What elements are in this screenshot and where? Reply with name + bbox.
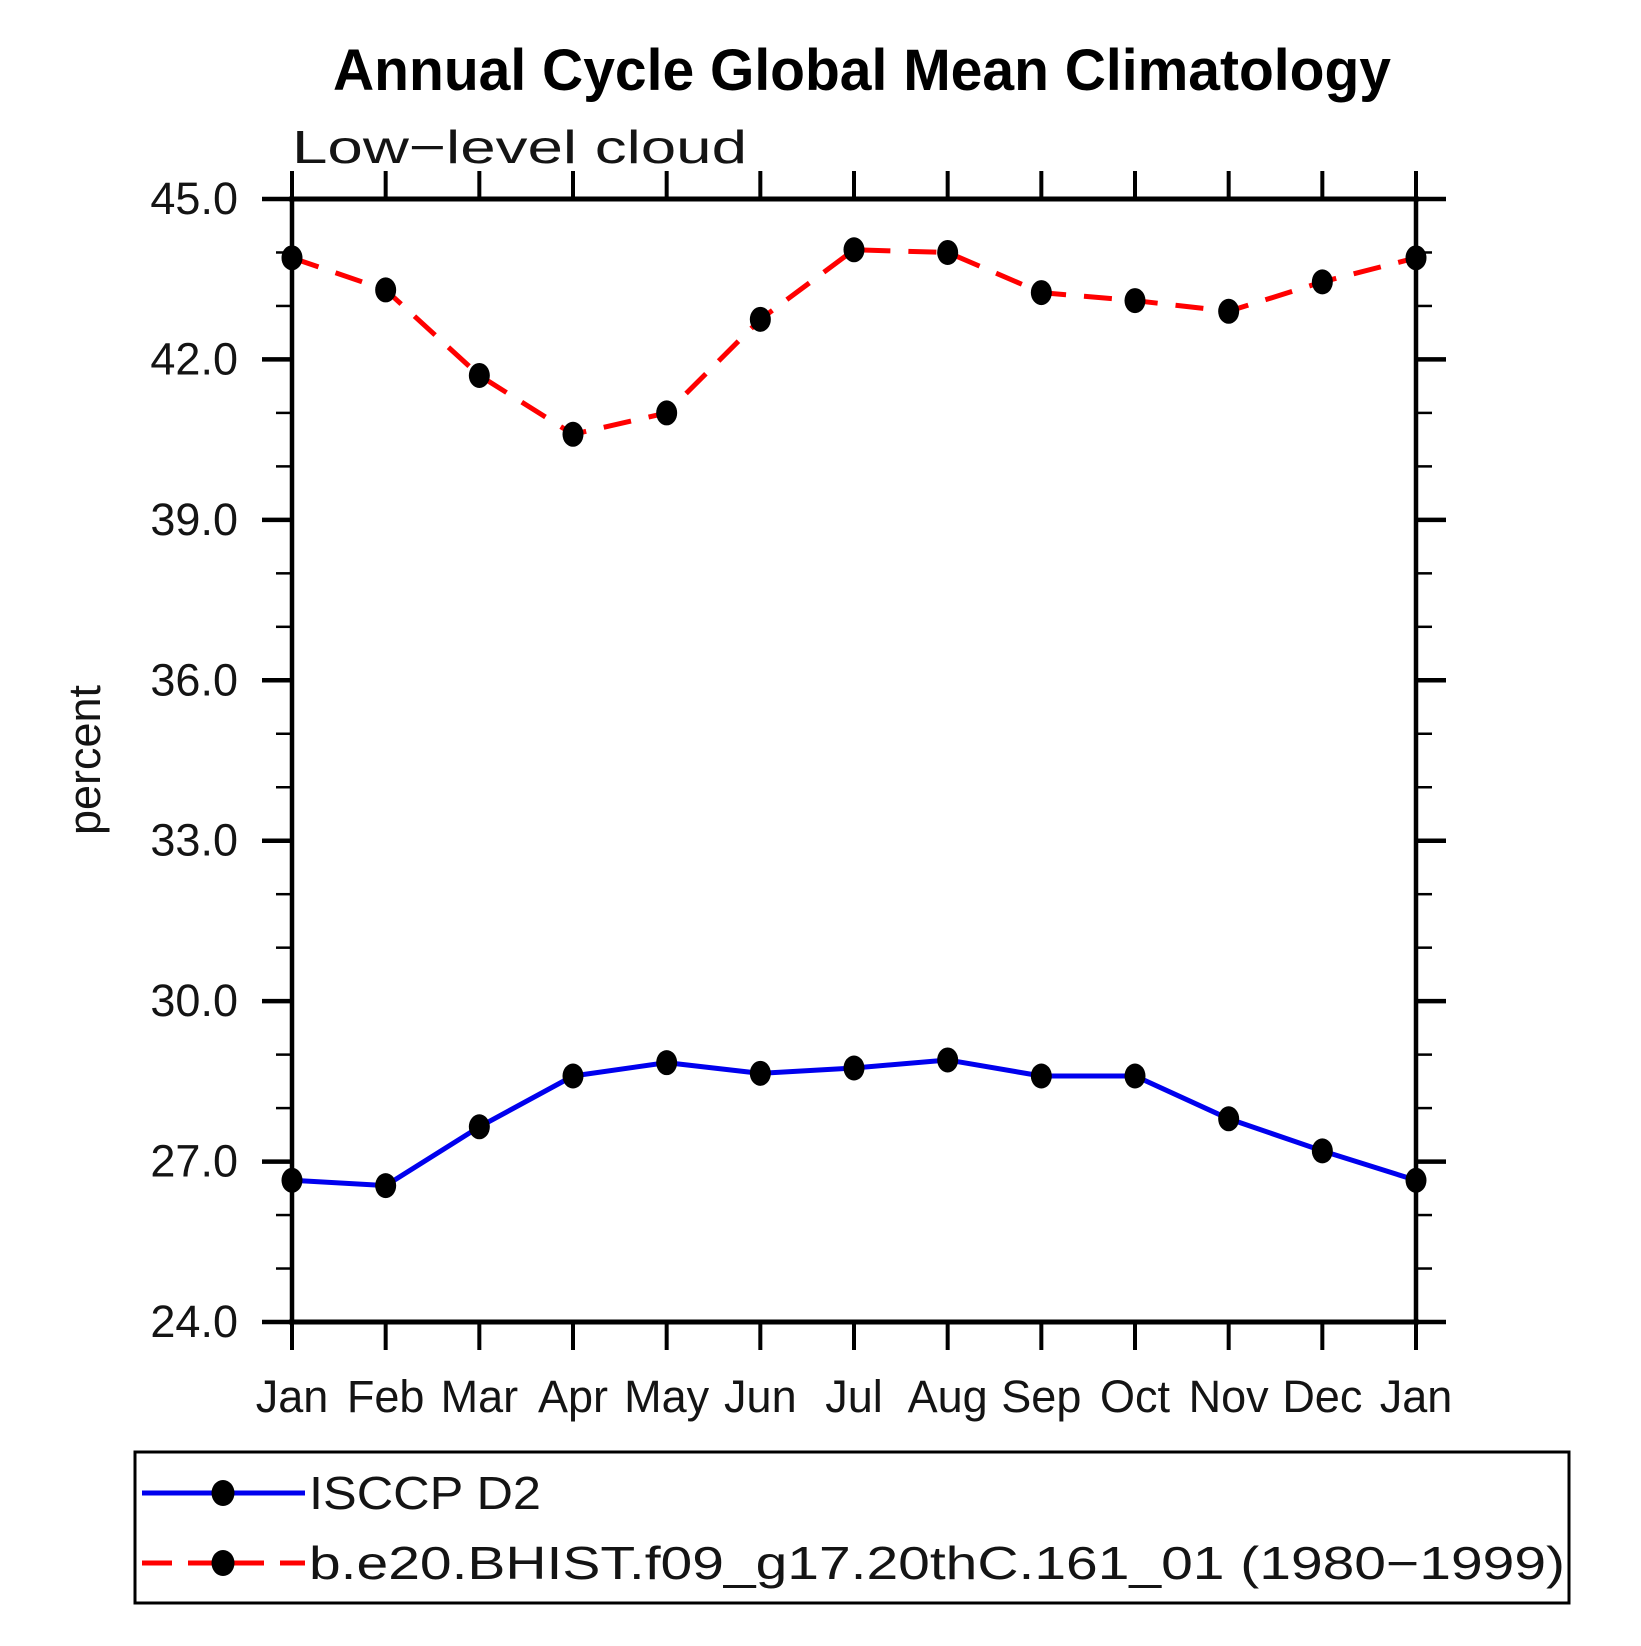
data-point [1124, 1063, 1146, 1089]
legend-label-0: ISCCP D2 [309, 1467, 541, 1519]
data-point [843, 1055, 865, 1081]
x-tick-label: Oct [1100, 1371, 1171, 1422]
y-axis-title: percent [59, 684, 110, 835]
y-tick-label: 27.0 [150, 1136, 238, 1187]
data-point [1311, 269, 1333, 295]
legend-label-1: b.e20.BHIST.f09_g17.20thC.161_01 (1980−1… [309, 1537, 1565, 1589]
data-point [656, 1050, 678, 1076]
data-point [562, 1063, 584, 1089]
x-tick-label: Mar [441, 1371, 519, 1422]
chart-title: Annual Cycle Global Mean Climatology [333, 38, 1391, 103]
data-point [375, 277, 397, 303]
data-point [937, 1047, 959, 1073]
y-tick-label: 39.0 [150, 494, 238, 545]
y-tick-label: 45.0 [150, 173, 238, 224]
data-point [468, 362, 490, 388]
x-tick-label: Jun [724, 1371, 797, 1422]
y-tick-label: 30.0 [150, 975, 238, 1026]
chart-subtitle: Low−level cloud [292, 121, 747, 173]
data-point [843, 237, 865, 263]
x-tick-label: Jan [1380, 1371, 1453, 1422]
data-point [937, 239, 959, 265]
data-point [749, 1060, 771, 1086]
data-point [749, 306, 771, 332]
legend-box: ISCCP D2 b.e20.BHIST.f09_g17.20thC.161_01… [133, 1450, 1571, 1605]
series-line-1 [291, 247, 1417, 437]
y-tick-label: 42.0 [150, 333, 238, 384]
data-point [468, 1114, 490, 1140]
y-tick-label: 24.0 [150, 1296, 238, 1347]
data-point [1124, 288, 1146, 314]
legend-marker-0 [211, 1480, 235, 1506]
x-tick-label: Apr [538, 1371, 608, 1422]
legend-entry-0: ISCCP D2 [142, 1467, 541, 1519]
data-point [1218, 1106, 1240, 1132]
data-point [1405, 245, 1427, 271]
x-tick-label: Jan [256, 1371, 329, 1422]
data-point [1218, 298, 1240, 324]
y-tick-label: 33.0 [150, 815, 238, 866]
data-point [562, 421, 584, 447]
data-point [281, 245, 303, 271]
x-tick-label: Jul [825, 1371, 883, 1422]
y-tick-label: 36.0 [150, 654, 238, 705]
data-point [1311, 1138, 1333, 1164]
x-tick-label: May [624, 1371, 710, 1422]
data-point [1405, 1167, 1427, 1193]
data-point [281, 1167, 303, 1193]
x-tick-label: Sep [1001, 1371, 1081, 1422]
x-tick-label: Dec [1282, 1371, 1362, 1422]
legend-entry-1: b.e20.BHIST.f09_g17.20thC.161_01 (1980−1… [142, 1537, 1565, 1589]
legend-marker-1 [211, 1550, 235, 1576]
legend-border [133, 1450, 1571, 1605]
data-point [375, 1173, 397, 1199]
x-tick-label: Feb [347, 1371, 425, 1422]
axes: 24.0 27.0 30.0 33.0 36.0 39.0 42.0 45.0 Jan Feb Ma… [150, 171, 1452, 1422]
series-layer [281, 237, 1427, 1199]
data-point [656, 400, 678, 426]
data-point [1030, 280, 1052, 306]
data-point [1030, 1063, 1052, 1089]
x-tick-label: Aug [908, 1371, 988, 1422]
x-tick-label: Nov [1189, 1371, 1270, 1422]
